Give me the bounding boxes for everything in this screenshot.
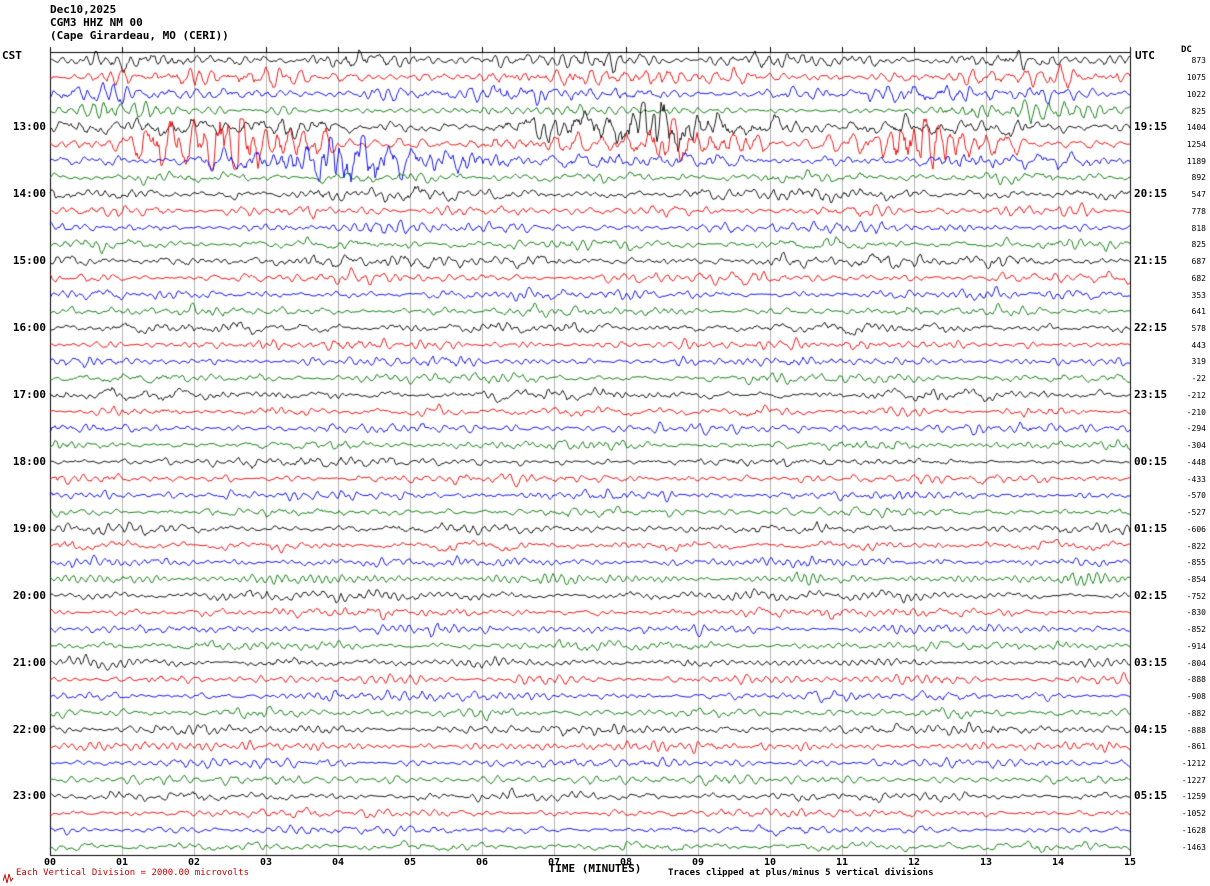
calibration-pulse-icon [3,873,14,884]
utc-hour-label: 04:15 [1134,722,1168,736]
cst-hour-label: 16:00 [12,321,46,335]
x-tick-label: 05 [403,857,417,868]
dc-offset-value: -606 [1186,524,1206,534]
cst-hour-label: 15:00 [12,254,46,268]
cst-hour-label: 20:00 [12,588,46,602]
dc-offset-value: -888 [1186,725,1206,735]
dc-offset-value: -22 [1191,374,1206,384]
dc-offset-value: 687 [1191,257,1206,267]
x-tick-label: 04 [331,857,345,868]
dc-offset-value: -861 [1186,742,1206,752]
dc-offset-value: 1189 [1186,156,1206,166]
utc-hour-label: 03:15 [1134,655,1168,669]
dc-offset-value: 1254 [1186,140,1206,149]
dc-offset-value: 825 [1191,240,1206,250]
cst-hour-label: 14:00 [12,187,46,201]
dc-offset-value: -854 [1186,574,1206,584]
dc-offset-value: 443 [1191,340,1206,350]
dc-offset-value: 1404 [1186,123,1206,133]
utc-hour-label: 21:15 [1134,254,1168,268]
dc-offset-value: -304 [1186,441,1206,451]
dc-offset-value: 682 [1191,273,1206,283]
x-tick-label: 03 [259,857,273,868]
title-station: CGM3 HHZ NM 00 [50,16,143,29]
dc-offset-value: -1227 [1181,775,1206,785]
x-tick-label: 14 [1051,857,1065,868]
utc-hour-label: 00:15 [1134,454,1168,468]
cst-hour-label: 22:00 [12,722,46,736]
x-tick-label: 07 [547,857,561,868]
x-tick-label: 09 [691,857,705,868]
cst-hour-label: 18:00 [12,454,46,468]
dc-offset-value: -527 [1186,508,1206,518]
dc-offset-value: -1212 [1181,758,1206,768]
utc-hour-label: 23:15 [1134,387,1168,401]
dc-offset-value: -433 [1186,474,1206,484]
dc-offset-value: -210 [1186,407,1206,417]
dc-offset-value: 353 [1191,290,1206,300]
dc-offset-value: 547 [1191,190,1206,200]
clip-note: Traces clipped at plus/minus 5 vertical … [668,868,934,878]
left-axis-header-cst: CST [2,49,22,62]
utc-hour-label: 22:15 [1134,321,1168,335]
cst-hour-label: 23:00 [12,789,46,803]
dc-offset-value: -752 [1186,591,1206,601]
dc-offset-value: 1022 [1186,89,1206,99]
title-date: Dec10,2025 [50,3,117,16]
x-tick-label: 01 [115,857,129,868]
dc-offset-value: 825 [1191,106,1206,116]
x-tick-label: 11 [835,857,849,868]
dc-offset-value: -448 [1186,457,1206,467]
title-location: (Cape Girardeau, MO (CERI)) [50,29,229,42]
x-tick-label: 12 [907,857,921,868]
x-tick-label: 00 [43,857,57,868]
vertical-division-note: Each Vertical Division = 2000.00 microvo… [16,868,249,878]
dc-axis-header: DC [1181,45,1192,55]
dc-offset-value: 778 [1191,206,1206,216]
x-tick-label: 13 [979,857,993,868]
dc-offset-value: 1075 [1186,73,1206,83]
x-tick-label: 15 [1123,857,1137,868]
dc-offset-value: 892 [1191,173,1206,183]
x-tick-label: 10 [763,857,777,868]
dc-offset-value: -570 [1186,491,1206,501]
dc-offset-value: -1259 [1181,792,1206,802]
right-axis-header-utc: UTC [1135,49,1155,62]
dc-offset-value: -855 [1186,558,1206,568]
dc-offset-value: -852 [1186,625,1206,635]
dc-offset-value: -1463 [1181,842,1206,852]
utc-hour-label: 19:15 [1134,120,1168,134]
x-axis-title: TIME (MINUTES) [548,862,642,875]
dc-offset-value: -822 [1186,541,1206,551]
utc-hour-label: 02:15 [1134,588,1168,602]
cst-hour-label: 21:00 [12,655,46,669]
dc-offset-value: -888 [1186,675,1206,685]
dc-offset-value: 641 [1191,307,1206,317]
utc-hour-label: 01:15 [1134,521,1168,535]
dc-offset-value: 578 [1191,324,1206,334]
utc-hour-label: 05:15 [1134,789,1168,803]
dc-offset-value: -914 [1186,641,1206,651]
dc-offset-value: -908 [1186,692,1206,702]
dc-offset-value: -212 [1186,390,1206,400]
dc-offset-value: -1052 [1181,809,1206,819]
dc-offset-value: -294 [1186,424,1206,434]
cst-hour-label: 17:00 [12,387,46,401]
dc-offset-value: -804 [1186,658,1206,668]
dc-offset-value: -1628 [1181,825,1206,835]
dc-offset-value: 818 [1191,223,1206,233]
dc-offset-value: -830 [1186,608,1206,618]
cst-hour-label: 19:00 [12,521,46,535]
x-tick-label: 02 [187,857,201,868]
x-tick-label: 08 [619,857,633,868]
dc-offset-value: -882 [1186,708,1206,718]
plot-header: Dec10,2025 CGM3 HHZ NM 00 (Cape Girardea… [50,3,229,42]
dc-offset-value: 873 [1191,56,1206,66]
cst-hour-label: 13:00 [12,120,46,134]
x-tick-label: 06 [475,857,489,868]
utc-hour-label: 20:15 [1134,187,1168,201]
dc-offset-value: 319 [1191,357,1206,367]
